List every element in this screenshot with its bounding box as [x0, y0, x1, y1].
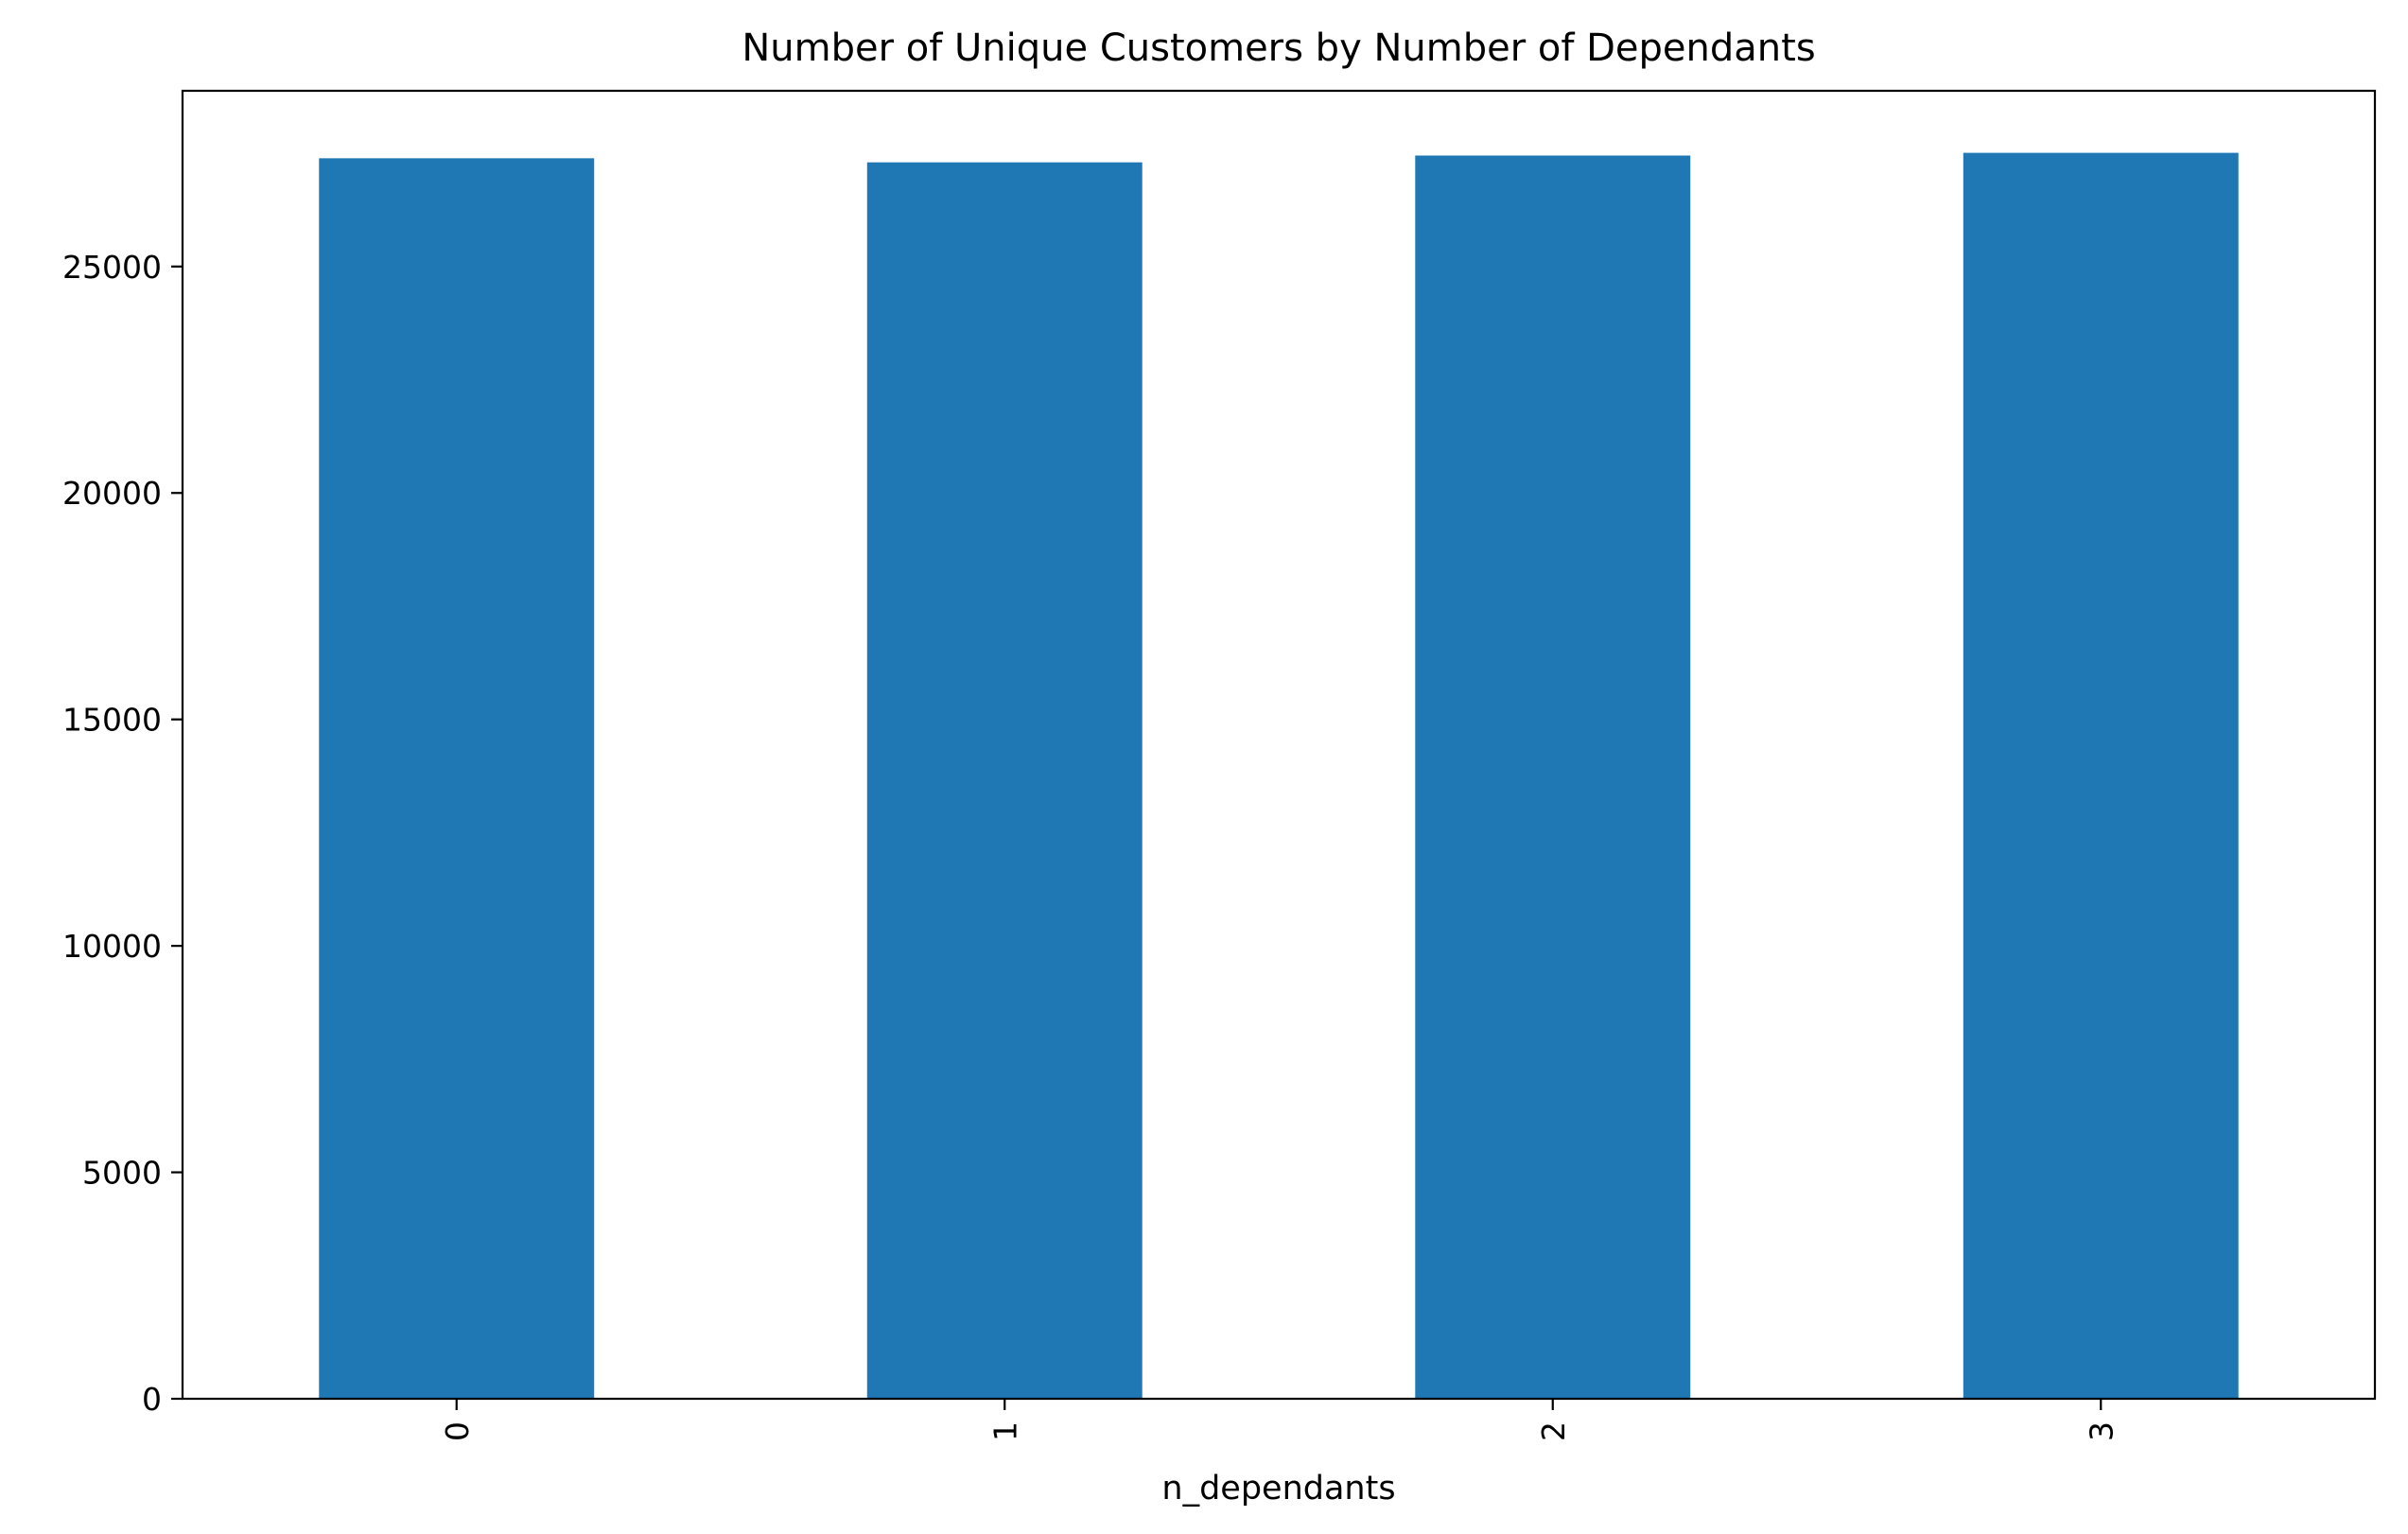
chart-title: Number of Unique Customers by Number of … [742, 26, 1815, 70]
y-axis: 0 5000 10000 15000 20000 25000 [62, 249, 183, 1418]
y-tick-label-25000: 25000 [62, 249, 162, 286]
bar-1 [866, 162, 1143, 1400]
y-tick-label-10000: 10000 [62, 928, 162, 965]
bar-3 [1963, 152, 2239, 1399]
bars-group [319, 152, 2239, 1400]
y-tick-label-5000: 5000 [82, 1155, 162, 1192]
bar-0 [319, 158, 595, 1400]
x-tick-label-1: 1 [986, 1421, 1023, 1441]
x-axis-label: n_dependants [1161, 1470, 1395, 1508]
x-tick-label-3: 3 [2083, 1421, 2120, 1441]
bar-2 [1415, 155, 1691, 1399]
x-tick-label-0: 0 [439, 1421, 476, 1441]
y-tick-label-20000: 20000 [62, 475, 162, 512]
x-axis: 0 1 2 3 [439, 1399, 2120, 1441]
y-tick-label-15000: 15000 [62, 702, 162, 739]
plot-frame [181, 89, 2377, 1401]
x-tick-label-2: 2 [1535, 1421, 1572, 1441]
y-tick-label-0: 0 [142, 1381, 162, 1418]
